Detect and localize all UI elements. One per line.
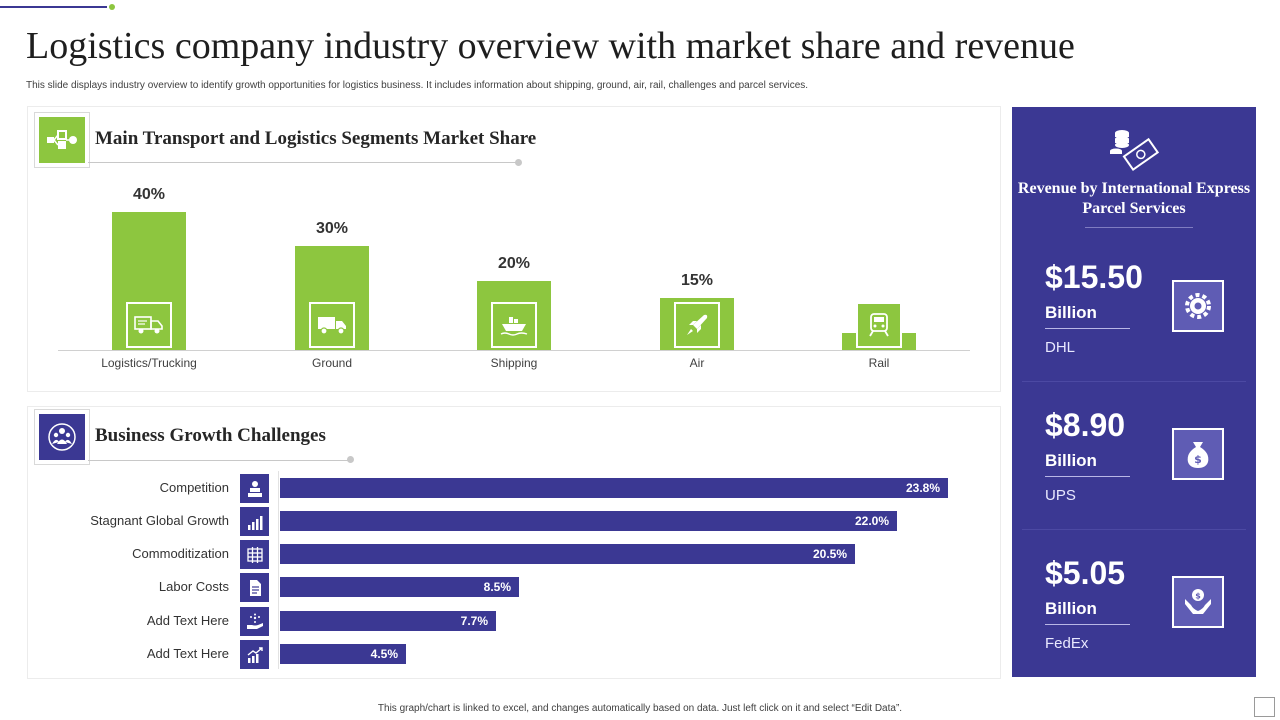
- market-heading-underline: [88, 162, 518, 163]
- revenue-item-dhl: $15.50 Billion DHL: [1012, 237, 1256, 385]
- challenge-bar: 4.5%: [280, 644, 406, 664]
- hand-coin-icon: $: [1172, 576, 1224, 628]
- category-label: Ground: [311, 356, 353, 370]
- footer-note: This graph/chart is linked to excel, and…: [377, 703, 903, 714]
- hand-idea-icon: [240, 607, 269, 636]
- challenges-heading-dot: [347, 456, 354, 463]
- svg-text:$: $: [1195, 592, 1201, 601]
- decorative-top-dot: [109, 4, 115, 10]
- gear-icon: [1172, 280, 1224, 332]
- money-bag-icon: $: [1172, 428, 1224, 480]
- revenue-amount: $5.05: [1045, 555, 1126, 591]
- revenue-amount: $15.50: [1045, 259, 1143, 295]
- page-title: Logistics company industry overview with…: [26, 25, 1075, 67]
- category-label: Logistics/Trucking: [101, 356, 197, 370]
- revenue-company: DHL: [1045, 339, 1076, 356]
- grid-icon: [240, 540, 269, 569]
- category-label: Shipping: [490, 356, 538, 370]
- growth-chart-icon: [240, 507, 269, 536]
- document-icon: [240, 573, 269, 602]
- challenges-panel: [27, 406, 1001, 679]
- revenue-item-fedex: $5.05 Billion FedEx $: [1012, 533, 1256, 681]
- revenue-rule: [1045, 476, 1130, 477]
- challenge-value-label: 20.5%: [812, 547, 847, 561]
- chart-baseline: [58, 350, 970, 351]
- revenue-unit: Billion: [1045, 599, 1097, 618]
- challenge-value-label: 23.8%: [905, 481, 940, 495]
- challenge-value-label: 8.5%: [483, 580, 511, 594]
- challenges-axis: [278, 471, 279, 669]
- revenue-unit: Billion: [1045, 451, 1097, 470]
- truck-icon: [309, 302, 355, 348]
- challenges-heading: Business Growth Challenges: [95, 425, 326, 446]
- bar-value-label: 40%: [132, 186, 166, 203]
- ship-icon: [491, 302, 537, 348]
- revenue-separator: [1022, 529, 1246, 530]
- delivery-truck-icon: [126, 302, 172, 348]
- challenge-value-label: 4.5%: [370, 647, 398, 661]
- rising-chart-icon: [240, 640, 269, 669]
- network-icon: [39, 117, 85, 163]
- podium-icon: [240, 474, 269, 503]
- train-icon: [856, 302, 902, 348]
- coins-money-icon: [1108, 125, 1160, 178]
- challenge-bar: 8.5%: [280, 577, 519, 597]
- bar-value-label: 15%: [680, 272, 714, 289]
- challenge-label: Commoditization: [132, 546, 229, 561]
- corner-box: [1254, 697, 1275, 717]
- challenge-label: Add Text Here: [146, 613, 229, 628]
- revenue-amount: $8.90: [1045, 407, 1126, 443]
- challenge-bar: 7.7%: [280, 611, 496, 631]
- category-label: Air: [689, 356, 705, 370]
- revenue-separator: [1022, 381, 1246, 382]
- challenge-bar: 20.5%: [280, 544, 855, 564]
- challenges-heading-underline: [88, 460, 350, 461]
- market-share-heading: Main Transport and Logistics Segments Ma…: [95, 128, 537, 149]
- challenge-label: Add Text Here: [146, 646, 229, 661]
- revenue-rule: [1045, 328, 1130, 329]
- rocket-icon: [674, 302, 720, 348]
- challenge-bar: 22.0%: [280, 511, 897, 531]
- revenue-company: FedEx: [1045, 635, 1089, 652]
- market-heading-dot: [515, 159, 522, 166]
- revenue-heading-underline: [1085, 227, 1193, 228]
- team-icon: [39, 414, 85, 460]
- challenge-value-label: 7.7%: [460, 614, 488, 628]
- revenue-heading: Revenue by International Express Parcel …: [1017, 180, 1251, 217]
- challenge-label: Competition: [159, 480, 229, 495]
- page-subtitle: This slide displays industry overview to…: [26, 80, 809, 91]
- revenue-unit: Billion: [1045, 303, 1097, 322]
- revenue-panel: Revenue by International Express Parcel …: [1012, 107, 1256, 677]
- category-label: Rail: [868, 356, 890, 370]
- challenge-label: Stagnant Global Growth: [90, 513, 229, 528]
- challenge-value-label: 22.0%: [854, 514, 889, 528]
- revenue-rule: [1045, 624, 1130, 625]
- challenge-label: Labor Costs: [158, 579, 229, 594]
- bar-value-label: 30%: [315, 220, 349, 237]
- revenue-company: UPS: [1045, 487, 1076, 504]
- challenge-bar: 23.8%: [280, 478, 948, 498]
- decorative-top-line: [0, 6, 107, 8]
- revenue-item-ups: $8.90 Billion UPS $: [1012, 385, 1256, 533]
- bar-value-label: 20%: [497, 255, 531, 272]
- svg-text:$: $: [1194, 453, 1202, 466]
